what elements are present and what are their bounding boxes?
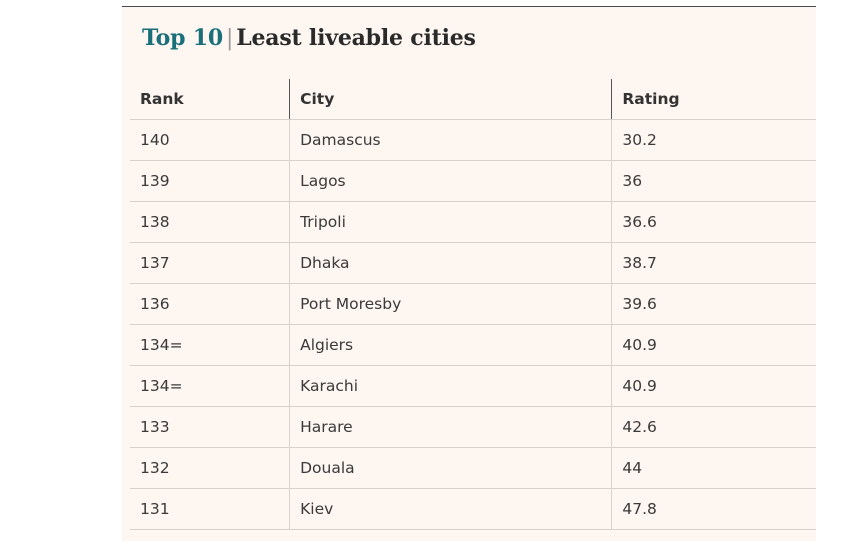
cities-table: Rank City Rating 140 Damascus 30.2 139 L… (130, 79, 816, 530)
title-main: Least liveable cities (236, 25, 476, 51)
rating-cell: 40.9 (611, 365, 816, 407)
city-cell: Kiev (289, 488, 612, 530)
rank-cell: 139 (130, 160, 290, 202)
rating-cell: 39.6 (611, 283, 816, 325)
table-row: 136 Port Moresby 39.6 (130, 283, 816, 325)
table-row: 133 Harare 42.6 (130, 406, 816, 448)
table-row: 134= Karachi 40.9 (130, 365, 816, 407)
rank-cell: 137 (130, 242, 290, 284)
rank-cell: 138 (130, 201, 290, 243)
table-row: 134= Algiers 40.9 (130, 324, 816, 366)
rating-cell: 42.6 (611, 406, 816, 448)
city-cell: Tripoli (289, 201, 612, 243)
city-cell: Algiers (289, 324, 612, 366)
city-cell: Harare (289, 406, 612, 448)
rank-cell: 132 (130, 447, 290, 489)
rank-cell: 140 (130, 119, 290, 161)
rank-cell: 131 (130, 488, 290, 530)
table-row: 140 Damascus 30.2 (130, 119, 816, 161)
title-accent: Top 10 (142, 25, 223, 51)
title-separator: | (225, 26, 234, 51)
city-cell: Karachi (289, 365, 612, 407)
rating-cell: 36 (611, 160, 816, 202)
city-cell: Port Moresby (289, 283, 612, 325)
city-cell: Dhaka (289, 242, 612, 284)
column-header-city: City (289, 79, 612, 120)
table-row: 131 Kiev 47.8 (130, 488, 816, 530)
rating-cell: 36.6 (611, 201, 816, 243)
rating-cell: 38.7 (611, 242, 816, 284)
rating-cell: 40.9 (611, 324, 816, 366)
rank-cell: 133 (130, 406, 290, 448)
rank-cell: 134= (130, 365, 290, 407)
column-header-rank: Rank (130, 79, 290, 120)
column-header-rating: Rating (611, 79, 816, 120)
rank-cell: 134= (130, 324, 290, 366)
rating-cell: 47.8 (611, 488, 816, 530)
rating-cell: 44 (611, 447, 816, 489)
table-header-row: Rank City Rating (130, 79, 816, 120)
page-title: Top 10 | Least liveable cities (142, 25, 476, 51)
city-cell: Lagos (289, 160, 612, 202)
table-panel: Top 10 | Least liveable cities Rank City R… (122, 6, 816, 541)
city-cell: Douala (289, 447, 612, 489)
table-row: 139 Lagos 36 (130, 160, 816, 202)
table-row: 138 Tripoli 36.6 (130, 201, 816, 243)
rank-cell: 136 (130, 283, 290, 325)
rating-cell: 30.2 (611, 119, 816, 161)
city-cell: Damascus (289, 119, 612, 161)
table-row: 132 Douala 44 (130, 447, 816, 489)
table-row: 137 Dhaka 38.7 (130, 242, 816, 284)
